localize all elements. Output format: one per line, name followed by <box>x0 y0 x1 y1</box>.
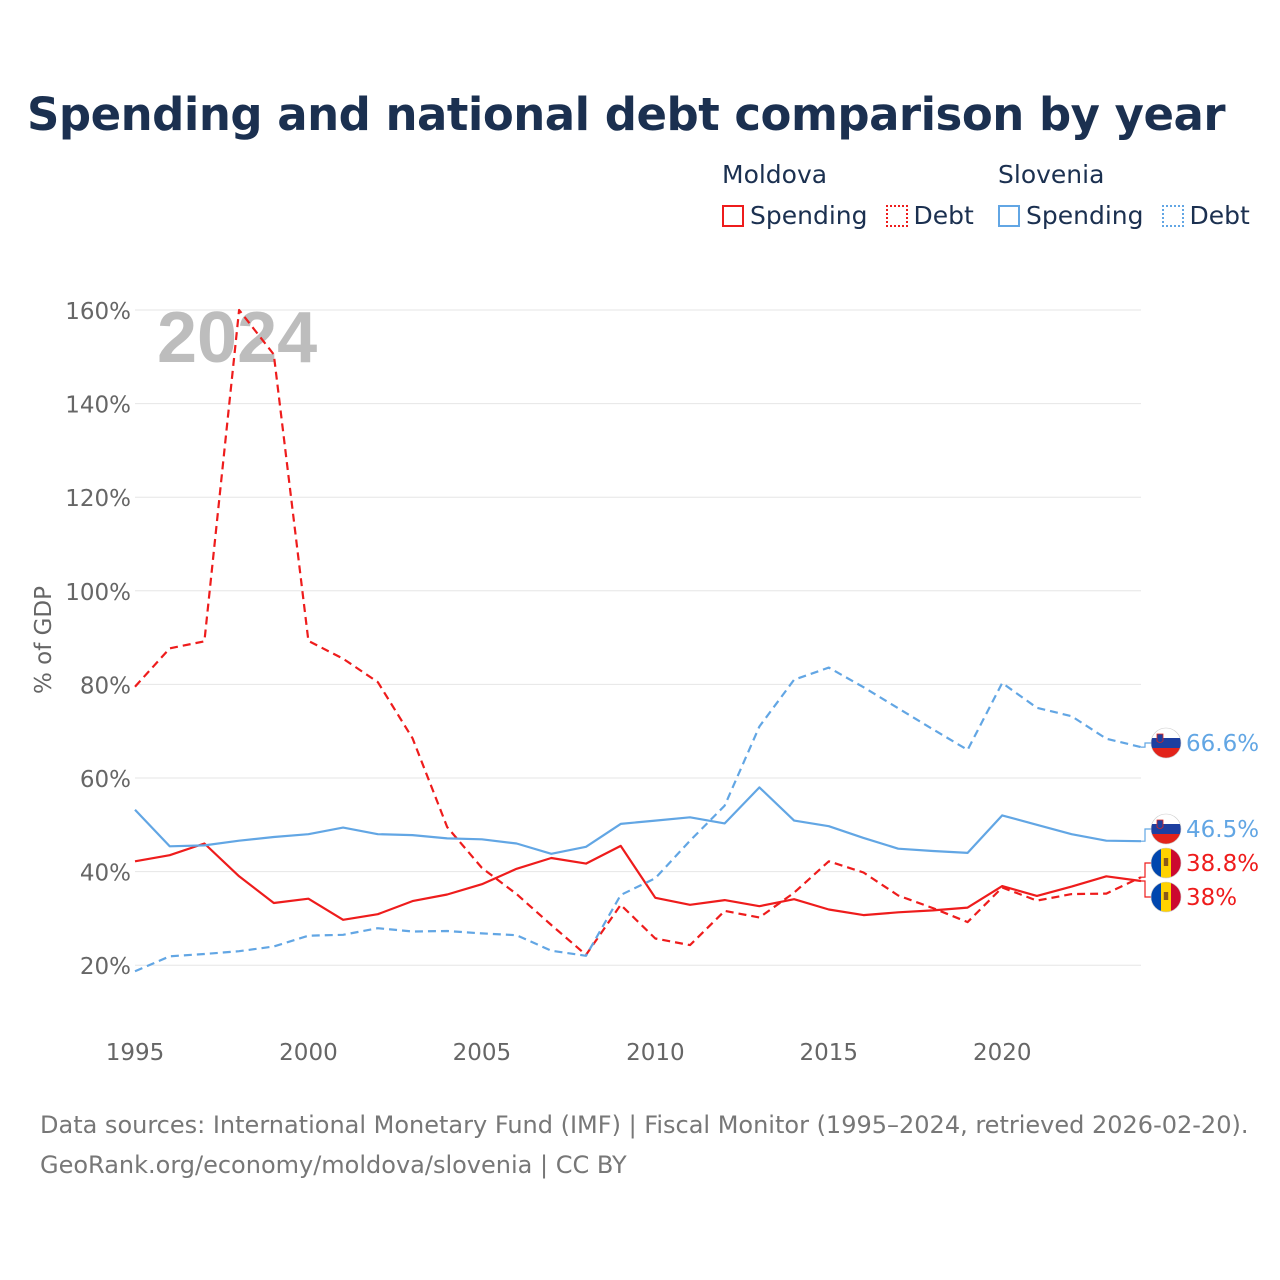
end-value-label: 38% <box>1186 885 1237 911</box>
legend-group-slovenia: Slovenia Spending Debt <box>998 160 1268 230</box>
end-connector <box>1141 880 1151 898</box>
y-axis: 20% 40% 60% 80% 100% 120% 140% 160% <box>65 299 131 980</box>
legend-country-slovenia: Slovenia <box>998 160 1105 189</box>
y-tick-label: 100% <box>65 580 131 606</box>
x-tick-label: 2015 <box>800 1040 859 1066</box>
legend-swatch-solid <box>998 204 1020 227</box>
end-connector <box>1141 828 1151 842</box>
legend-swatch-dotted <box>1161 204 1184 227</box>
footer-attribution: GeoRank.org/economy/moldova/slovenia | C… <box>40 1151 627 1179</box>
series-lines <box>134 308 1142 973</box>
x-tick-label: 2005 <box>453 1040 512 1066</box>
legend-group-moldova: Moldova Spending Debt <box>722 160 992 230</box>
series-line-moldova-debt <box>134 308 1142 957</box>
chart-title: Spending and national debt comparison by… <box>27 88 1226 141</box>
y-tick-label: 20% <box>80 954 131 980</box>
y-tick-label: 80% <box>80 673 131 699</box>
legend-item-moldova-debt[interactable]: Debt <box>885 201 974 230</box>
end-value-label: 66.6% <box>1186 731 1259 757</box>
x-tick-label: 2020 <box>973 1040 1032 1066</box>
x-axis: 1995 2000 2005 2010 2015 2020 <box>106 1040 1032 1066</box>
y-tick-label: 40% <box>80 861 131 887</box>
moldova-flag-icon <box>1150 881 1182 913</box>
x-tick-label: 1995 <box>106 1040 165 1066</box>
footer-sources: Data sources: International Monetary Fun… <box>40 1111 1249 1139</box>
end-value-label: 46.5% <box>1186 817 1259 843</box>
end-value-label: 38.8% <box>1186 851 1259 877</box>
y-tick-label: 140% <box>65 393 131 419</box>
slovenia-flag-icon <box>1150 727 1182 759</box>
legend-swatch-dotted <box>885 204 908 227</box>
y-axis-label: % of GDP <box>31 586 57 694</box>
end-labels: 38% 38.8% 46.5% 66.6% <box>1141 727 1259 913</box>
gridlines <box>135 309 1141 966</box>
legend-item-moldova-spending[interactable]: Spending <box>722 201 868 230</box>
y-tick-label: 60% <box>80 767 131 793</box>
end-connector <box>1141 862 1151 878</box>
x-tick-label: 2000 <box>279 1040 338 1066</box>
legend-item-slovenia-debt[interactable]: Debt <box>1161 201 1250 230</box>
legend-country-moldova: Moldova <box>722 160 828 189</box>
slovenia-flag-icon <box>1150 813 1182 845</box>
line-chart: 2024 % of GDP 20%40%60%80%100%120%140%16… <box>31 298 1259 1066</box>
legend-label: Debt <box>913 201 974 230</box>
legend-label: Spending <box>1026 201 1144 230</box>
legend-item-slovenia-spending[interactable]: Spending <box>998 201 1144 230</box>
footer: Data sources: International Monetary Fun… <box>40 1105 1248 1185</box>
y-tick-label: 160% <box>65 299 131 325</box>
legend-label: Debt <box>1189 201 1250 230</box>
moldova-flag-icon <box>1150 847 1182 879</box>
y-tick-label: 120% <box>65 486 131 512</box>
x-tick-label: 2010 <box>626 1040 685 1066</box>
series-line-moldova-spending <box>134 842 1142 921</box>
legend-label: Spending <box>750 201 868 230</box>
end-connector <box>1141 742 1151 748</box>
series-line-slovenia-spending <box>134 786 1142 855</box>
series-line-slovenia-debt <box>134 666 1142 973</box>
legend-swatch-solid <box>722 204 744 227</box>
